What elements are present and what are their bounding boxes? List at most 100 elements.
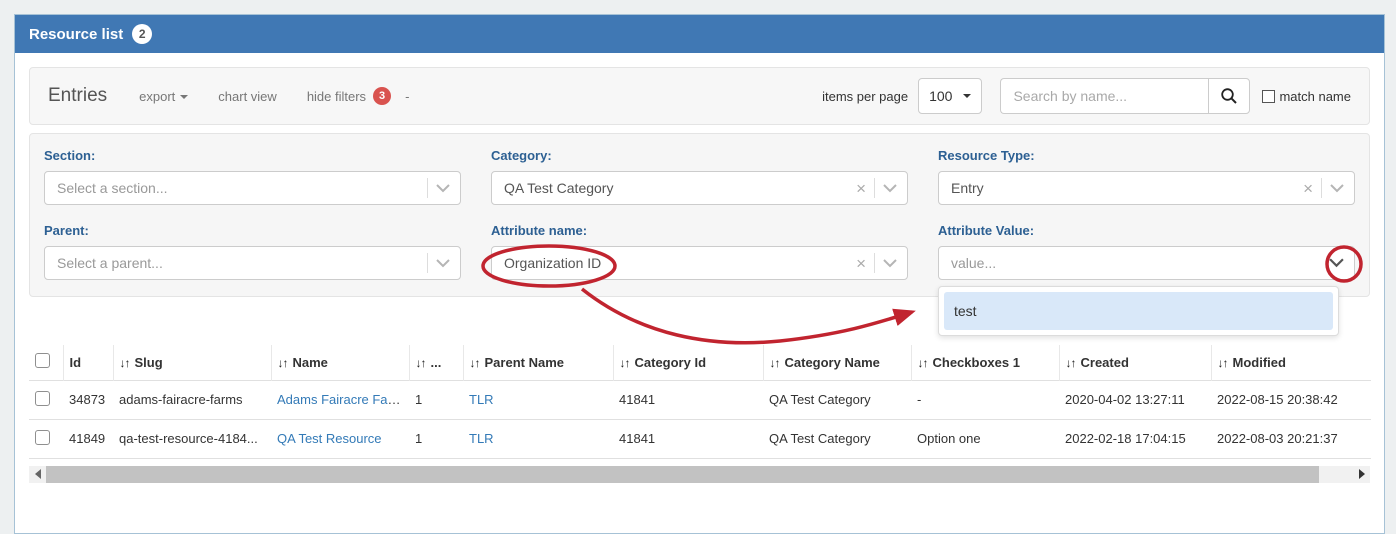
chevron-down-icon[interactable] [883, 183, 897, 193]
chevron-down-icon[interactable] [883, 258, 897, 268]
section-placeholder: Select a section... [57, 180, 168, 196]
column-header-slug[interactable]: ↓↑ Slug [113, 345, 272, 380]
table-cell: 41841 [613, 418, 763, 459]
toolbar: Entries export chart view hide filters 3… [29, 67, 1370, 125]
chevron-down-icon[interactable] [1330, 183, 1344, 193]
table-cell: 1 [409, 379, 463, 419]
table-cell: TLR [463, 379, 613, 419]
table-cell: 2020-04-02 13:27:11 [1059, 379, 1211, 419]
filter-section: Section: Select a section... [44, 148, 461, 205]
dropdown-option-test[interactable]: test [944, 292, 1333, 330]
column-header-checkboxes-1[interactable]: ↓↑ Checkboxes 1 [911, 345, 1060, 380]
match-name-checkbox[interactable] [1262, 89, 1276, 103]
column-header-name[interactable]: ↓↑ Name [271, 345, 410, 380]
search-icon [1221, 88, 1238, 104]
column-header-modified[interactable]: ↓↑ Modified [1217, 354, 1286, 370]
cell-link[interactable]: QA Test Resource [277, 431, 382, 446]
sort-icon[interactable]: ↓↑ [469, 355, 481, 370]
cell-link[interactable]: TLR [469, 392, 494, 407]
entries-heading: Entries [48, 85, 108, 106]
sort-icon[interactable]: ↓↑ [415, 355, 427, 370]
table-cell: 41841 [613, 379, 763, 419]
scroll-left-button[interactable] [29, 465, 46, 483]
divider [427, 178, 428, 198]
chevron-down-icon[interactable] [1329, 258, 1344, 268]
scrollbar-track[interactable] [46, 465, 1353, 483]
resource-list-panel: Resource list 2 Entries export chart vie… [14, 14, 1385, 534]
table-row: 34873 adams-fairacre-farms Adams Fairacre … [29, 379, 1371, 419]
column-header-parent-name[interactable]: ↓↑ Parent Name [463, 345, 614, 380]
sort-icon[interactable]: ↓↑ [917, 355, 929, 370]
category-select[interactable]: QA Test Category × [491, 171, 908, 205]
parent-select[interactable]: Select a parent... [44, 246, 461, 280]
column-header-category-id[interactable]: ↓↑ Category Id [613, 345, 764, 380]
parent-placeholder: Select a parent... [57, 255, 163, 271]
divider [874, 253, 875, 273]
row-checkbox[interactable] [35, 429, 50, 445]
table-cell: 34873 [63, 379, 113, 419]
clear-x-icon[interactable]: × [1303, 178, 1313, 198]
export-label: export [139, 88, 176, 104]
cell-link[interactable]: Adams Fairacre Farms [277, 392, 409, 407]
table-cell: QA Test Resource [271, 418, 409, 459]
caret-down-icon [180, 95, 189, 100]
export-button[interactable]: export [139, 88, 189, 104]
sort-icon[interactable]: ↓↑ [769, 355, 781, 370]
items-per-page-value: 100 [929, 88, 953, 104]
table-cell: 2022-08-15 20:38:42 [1211, 379, 1371, 419]
table-cell: TLR [463, 418, 613, 459]
column-header-created[interactable]: ↓↑ Created [1059, 345, 1212, 380]
hide-filters-button[interactable]: hide filters [306, 88, 367, 104]
sort-icon[interactable]: ↓↑ [619, 355, 631, 370]
filter-parent: Parent: Select a parent... [44, 223, 461, 280]
row-checkbox[interactable] [35, 390, 50, 406]
filter-category: Category: QA Test Category × [491, 148, 908, 205]
filter-resource-type: Resource Type: Entry × [938, 148, 1355, 205]
resource-type-select[interactable]: Entry × [938, 171, 1355, 205]
filter-label-section: Section: [44, 148, 96, 163]
table-cell: Option one [911, 418, 1059, 459]
match-name-control: match name [1262, 89, 1351, 104]
attribute-value-input[interactable]: value... [938, 246, 1355, 280]
search-button[interactable] [1208, 78, 1251, 114]
table-cell: adams-fairacre-farms [113, 379, 271, 419]
filter-label-resource-type: Resource Type: [938, 148, 1035, 163]
header-checkbox-cell [29, 345, 64, 380]
dash-link[interactable]: - [405, 88, 410, 104]
sort-icon[interactable]: ↓↑ [277, 355, 289, 370]
sort-icon[interactable]: ↓↑ [119, 355, 131, 370]
section-select[interactable]: Select a section... [44, 171, 461, 205]
sort-icon[interactable]: ↓↑ [1217, 355, 1229, 370]
chevron-down-icon[interactable] [436, 183, 450, 193]
attribute-value-dropdown: test [938, 286, 1339, 336]
clear-x-icon[interactable]: × [856, 178, 866, 198]
chevron-down-icon[interactable] [436, 258, 450, 268]
filter-label-parent: Parent: [44, 223, 89, 238]
filters-panel: Section: Select a section... Category: Q… [29, 133, 1370, 336]
filter-attribute-value: Attribute Value: value... test [938, 223, 1355, 336]
filter-attribute-name: Attribute name: Organization ID × [491, 223, 908, 280]
clear-x-icon[interactable]: × [856, 253, 866, 273]
panel-header: Resource list 2 [15, 15, 1384, 53]
table-row: 41849 qa-test-resource-4184... QA Test Res… [29, 418, 1371, 459]
attribute-name-select[interactable]: Organization ID × [491, 246, 908, 280]
attribute-value-placeholder: value... [951, 255, 997, 271]
filter-label-attribute-name: Attribute name: [491, 223, 588, 238]
select-all-checkbox[interactable] [35, 353, 50, 369]
sort-icon[interactable]: ↓↑ [1065, 355, 1077, 370]
column-header-category-name[interactable]: ↓↑ Category Name [763, 345, 912, 380]
attribute-name-value: Organization ID [504, 255, 602, 271]
panel-body: Entries export chart view hide filters 3… [15, 53, 1384, 497]
divider [874, 178, 875, 198]
search-input[interactable] [1000, 78, 1209, 114]
column-header--[interactable]: ↓↑... [409, 345, 464, 380]
table-cell: qa-test-resource-4184... [113, 418, 271, 459]
cell-link[interactable]: TLR [469, 431, 494, 446]
items-per-page-select[interactable]: 100 [918, 78, 983, 114]
table-header-row: Id ↓↑ Slug ↓↑ Name ↓↑... ↓↑ Parent Name ↓↑ Catego… [29, 345, 1371, 380]
chart-view-button[interactable]: chart view [218, 88, 277, 104]
scrollbar-thumb[interactable] [46, 465, 1319, 483]
filter-label-attribute-value: Attribute Value: [938, 223, 1035, 238]
table-cell: 2022-08-03 20:21:37 [1211, 418, 1371, 459]
scroll-right-button[interactable] [1353, 465, 1370, 483]
